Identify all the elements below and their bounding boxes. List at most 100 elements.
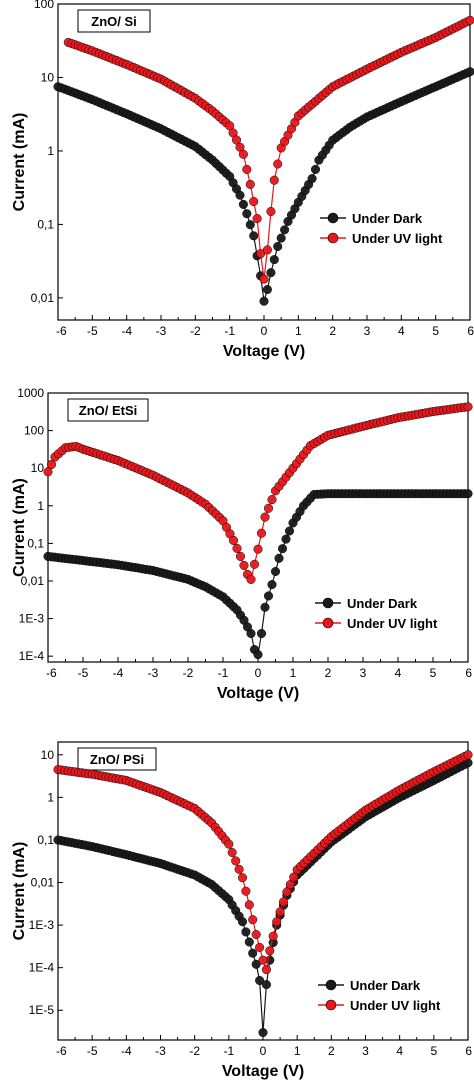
x-tick-label: 6 [465,1044,472,1058]
x-tick-label: -2 [189,1044,200,1058]
data-point [256,528,267,538]
data-point [280,225,290,235]
data-point [255,975,265,986]
data-point [244,937,254,947]
series-uv [63,15,474,284]
x-tick-label: 1 [290,666,297,680]
data-point [269,255,279,265]
y-tick-label: 0,1 [37,217,54,231]
legend-item: Under UV light [315,616,438,631]
chart-panel-1: -6 -5 -4 -3 -2 -1 0 1 2 3 4 5 6 0,01 0,1 1 10 100 Voltage … [11,0,474,360]
legend-item: Under UV light [318,998,441,1013]
data-point [238,149,248,159]
title-box [77,747,157,771]
data-point [259,274,269,284]
data-point [228,535,239,545]
data-point [307,174,317,184]
data-point [238,199,248,209]
data-point [256,628,267,639]
chart-title: ZnO/ EtSi [79,403,138,418]
legend-label: Under UV light [352,231,443,246]
data-point [245,179,255,189]
series-dark [53,758,473,1038]
data-point [282,887,292,897]
x-tick-label: -2 [183,666,194,680]
x-tick-label: -4 [121,324,132,338]
legend-marker [327,212,339,224]
data-point [249,196,259,207]
data-point [266,206,276,217]
data-point [252,214,262,224]
y-axis-label: Current (mA) [11,478,28,577]
y-tick-label: 1E-3 [19,612,45,626]
data-point [241,927,251,937]
data-point [278,897,289,907]
data-point [259,296,269,306]
title-box [77,9,151,33]
data-point [235,551,246,561]
x-tick-label: -6 [56,1044,67,1058]
y-tick-label: 0,1 [27,536,44,550]
x-tick-label: -3 [156,324,167,338]
legend-label: Under Dark [350,978,421,993]
x-tick-label: 1 [295,324,302,338]
x-tick-label: 4 [398,324,405,338]
chart-panel-2: -6 -5 -4 -3 -2 -1 0 1 2 3 4 5 6 1E-4 1E-3 0,01 0,1 1 10 100… [11,386,473,702]
x-tick-label: 0 [261,324,268,338]
data-point [232,543,242,553]
y-tick-label: 10 [41,748,55,762]
data-point [262,284,272,295]
legend-item: Under UV light [320,231,443,246]
x-tick-label: 2 [328,1044,335,1058]
x-tick-label: -1 [218,666,229,680]
x-tick-label: 5 [430,1044,437,1058]
x-axis-label: Voltage (V) [222,1063,304,1080]
y-tick-label: 0,1 [37,833,54,847]
x-tick-label: -4 [113,666,124,680]
data-point [260,602,270,612]
x-tick-label: 3 [362,1044,369,1058]
legend: Under Dark Under UV light [320,211,443,246]
legend-label: Under Dark [347,596,418,611]
data-point [239,560,249,570]
data-point [285,880,295,890]
data-point [284,526,295,536]
data-point [251,929,261,940]
data-point [245,220,255,230]
data-point [269,175,279,185]
data-point [266,268,276,278]
data-point [265,946,275,956]
data-point [281,534,291,544]
data-point [261,965,271,975]
data-point [463,489,473,499]
legend-item: Under Dark [320,211,423,226]
y-tick-label: 100 [24,424,44,438]
x-tick-label: 5 [430,666,437,680]
data-point [253,650,263,660]
data-point [258,1027,268,1038]
x-tick-label: 0 [255,666,262,680]
chart-title: ZnO/ PSi [90,752,144,767]
data-point [248,915,258,925]
data-point [262,245,272,255]
chart-title: ZnO/ Si [91,14,137,29]
data-point [237,873,248,883]
x-tick-label: 1 [294,1044,301,1058]
data-point [234,864,244,874]
series-uv [43,402,473,584]
series-uv [53,750,473,975]
legend-label: Under UV light [350,998,441,1013]
data-point [276,233,286,243]
y-tick-label: 1E-3 [29,918,55,932]
data-point [272,917,282,927]
data-point [277,544,288,554]
y-tick-label: 1 [47,144,54,158]
x-tick-label: -1 [223,1044,234,1058]
data-point [227,847,237,858]
x-tick-label: -4 [121,1044,132,1058]
x-tick-label: -1 [224,324,235,338]
data-point [224,839,234,849]
data-point [261,980,271,990]
x-axis-label: Voltage (V) [223,343,305,360]
